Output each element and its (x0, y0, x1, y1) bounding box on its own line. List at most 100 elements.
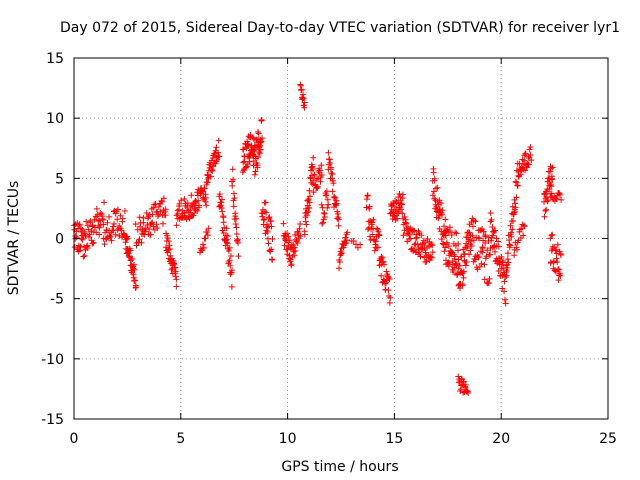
data-point (512, 204, 519, 211)
data-point (439, 240, 446, 247)
data-point (132, 277, 139, 284)
data-point (372, 238, 379, 245)
data-point (466, 229, 473, 236)
data-point (230, 203, 237, 210)
data-point (460, 378, 467, 385)
data-point (176, 200, 183, 207)
data-point (110, 227, 117, 234)
data-point (136, 236, 143, 243)
data-point (93, 205, 100, 212)
data-point (252, 168, 259, 175)
data-point (502, 274, 509, 281)
data-point (489, 224, 496, 231)
data-point (487, 218, 494, 225)
data-point (542, 207, 549, 214)
data-point (165, 246, 172, 253)
data-point (434, 184, 441, 191)
data-point (442, 232, 449, 239)
data-point (410, 248, 417, 255)
data-point (284, 230, 291, 237)
data-point (383, 268, 390, 275)
data-point (514, 246, 521, 253)
data-point (487, 209, 494, 216)
data-point (373, 225, 380, 232)
data-point (507, 242, 514, 249)
data-point (502, 300, 509, 307)
data-point (527, 144, 534, 151)
data-point (223, 239, 230, 246)
axis-ticks (73, 57, 609, 420)
data-point (363, 196, 370, 203)
data-point (162, 206, 169, 213)
data-point (553, 246, 560, 253)
data-point (401, 213, 408, 220)
data-point (90, 239, 97, 246)
data-point (219, 208, 226, 215)
data-point (404, 230, 411, 237)
data-point (503, 268, 510, 275)
data-point (455, 247, 462, 254)
data-point (449, 261, 456, 268)
data-point (495, 238, 502, 245)
data-point (413, 234, 420, 241)
data-point (554, 259, 561, 266)
data-point (459, 281, 466, 288)
data-point (460, 268, 467, 275)
data-point (173, 222, 180, 229)
data-point (263, 209, 270, 216)
data-point (254, 128, 261, 135)
data-point (392, 197, 399, 204)
data-point (262, 199, 269, 206)
data-point (429, 249, 436, 256)
data-point (522, 150, 529, 157)
data-point (336, 258, 343, 265)
data-point (216, 191, 223, 198)
data-point (528, 157, 535, 164)
data-point (235, 239, 242, 246)
data-point (159, 220, 166, 227)
data-point (96, 231, 103, 238)
data-point (486, 275, 493, 282)
data-point (431, 195, 438, 202)
data-point (218, 196, 225, 203)
data-point (297, 221, 304, 228)
data-point (211, 150, 218, 157)
data-point (258, 116, 265, 123)
data-point (303, 212, 310, 219)
data-point (555, 266, 562, 273)
y-tick-label: -10 (41, 352, 64, 368)
data-point (256, 143, 263, 150)
data-point (507, 222, 514, 229)
data-point (378, 272, 385, 279)
data-point (513, 179, 520, 186)
data-point (453, 262, 460, 269)
data-point (194, 207, 201, 214)
data-point (111, 220, 118, 227)
data-point (257, 146, 264, 153)
data-point (310, 154, 317, 161)
data-point (283, 246, 290, 253)
data-point (442, 216, 449, 223)
data-point (558, 196, 565, 203)
data-point (207, 162, 214, 169)
data-point (465, 389, 472, 396)
data-point (418, 232, 425, 239)
data-point (218, 204, 225, 211)
data-point (114, 206, 121, 213)
data-point (429, 192, 436, 199)
data-point (260, 216, 267, 223)
data-point (447, 227, 454, 234)
data-point (249, 134, 256, 141)
data-point (549, 231, 556, 238)
data-point (417, 253, 424, 260)
data-point (149, 219, 156, 226)
data-point (375, 244, 382, 251)
data-point (153, 221, 160, 228)
data-point (203, 202, 210, 209)
data-point (256, 150, 263, 157)
x-tick-label: 0 (70, 431, 79, 447)
data-point (202, 194, 209, 201)
data-point (284, 246, 291, 253)
data-point (455, 240, 462, 247)
data-point (504, 250, 511, 257)
